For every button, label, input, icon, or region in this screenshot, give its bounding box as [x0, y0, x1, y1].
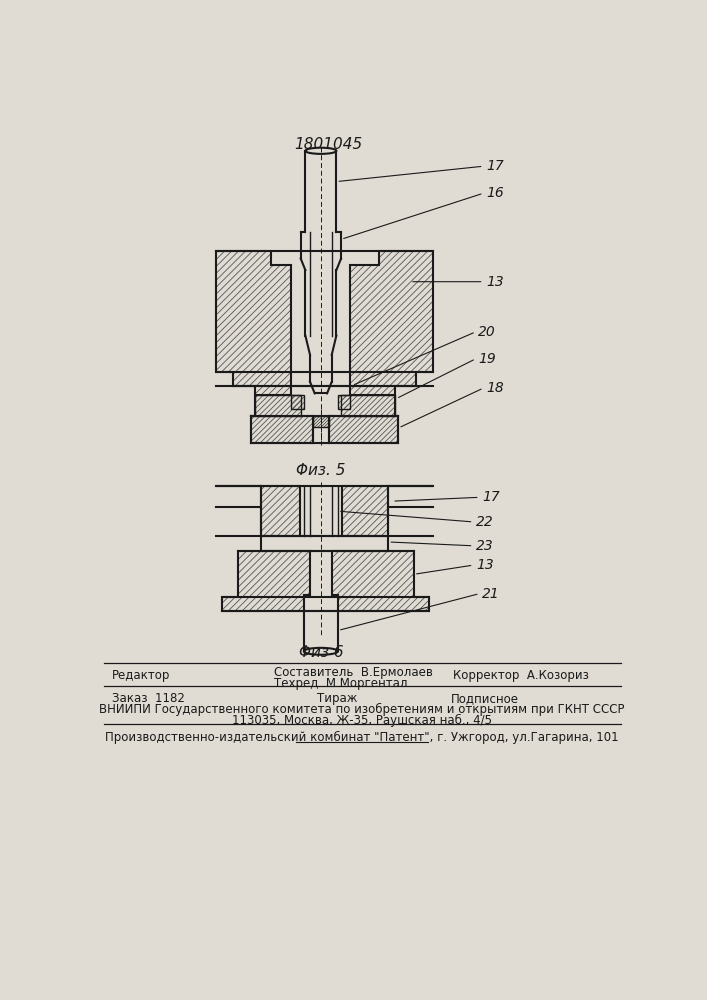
Text: Φиз 6: Φиз 6 [298, 645, 343, 660]
Text: Техред  М.Моргентал: Техред М.Моргентал [274, 677, 408, 690]
Text: Составитель  В.Ермолаев: Составитель В.Ермолаев [274, 666, 433, 679]
Text: 17: 17 [482, 490, 500, 504]
Text: Заказ  1182: Заказ 1182 [112, 692, 185, 705]
Text: 21: 21 [482, 587, 500, 601]
Text: Φиз. 5: Φиз. 5 [296, 463, 346, 478]
Text: ВНИИПИ Государственного комитета по изобретениям и открытиям при ГКНТ СССР: ВНИИПИ Государственного комитета по изоб… [99, 703, 625, 716]
Text: 13: 13 [476, 558, 493, 572]
Text: Тираж: Тираж [317, 692, 357, 705]
Text: 19: 19 [478, 352, 496, 366]
Text: Производственно-издательский комбинат "Патент", г. Ужгород, ул.Гагарина, 101: Производственно-издательский комбинат "П… [105, 731, 619, 744]
Ellipse shape [304, 648, 338, 655]
Text: Подписное: Подписное [451, 692, 519, 705]
Text: 18: 18 [486, 381, 503, 395]
Text: 22: 22 [476, 515, 493, 529]
Text: 16: 16 [486, 186, 503, 200]
Text: 23: 23 [476, 539, 493, 553]
Text: Корректор  А.Козориз: Корректор А.Козориз [452, 669, 588, 682]
Text: Редактор: Редактор [112, 669, 170, 682]
Ellipse shape [305, 148, 337, 154]
Text: 1801045: 1801045 [295, 137, 363, 152]
Text: 13: 13 [486, 275, 503, 289]
Text: 113035, Москва, Ж-35, Раушская наб., 4/5: 113035, Москва, Ж-35, Раушская наб., 4/5 [232, 714, 492, 727]
Text: 20: 20 [478, 325, 496, 339]
Text: 17: 17 [486, 159, 503, 173]
